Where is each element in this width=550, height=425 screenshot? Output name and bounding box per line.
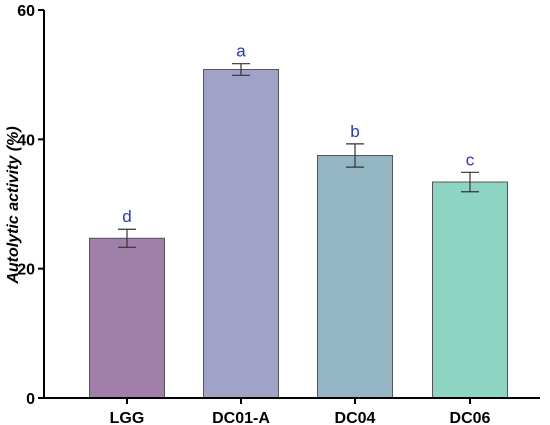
significance-label: c xyxy=(466,150,475,169)
significance-label: d xyxy=(122,207,131,226)
significance-label: b xyxy=(350,122,359,141)
x-tick-label: DC06 xyxy=(450,410,491,425)
y-tick-label: 60 xyxy=(17,3,35,20)
bar-dc06 xyxy=(432,181,508,399)
bar-dc04 xyxy=(317,155,393,399)
x-tick-label: LGG xyxy=(110,410,145,425)
x-tick-label: DC04 xyxy=(335,410,376,425)
x-tick-label: DC01-A xyxy=(212,410,270,425)
significance-label: a xyxy=(236,42,246,61)
y-axis-label: Autolytic activity (%) xyxy=(5,126,22,284)
bar-lgg xyxy=(89,237,165,399)
y-tick-label: 0 xyxy=(26,391,35,408)
y-tick-label: 20 xyxy=(17,262,35,279)
y-tick-label: 40 xyxy=(17,132,35,149)
bar-dc01-a xyxy=(203,68,279,399)
